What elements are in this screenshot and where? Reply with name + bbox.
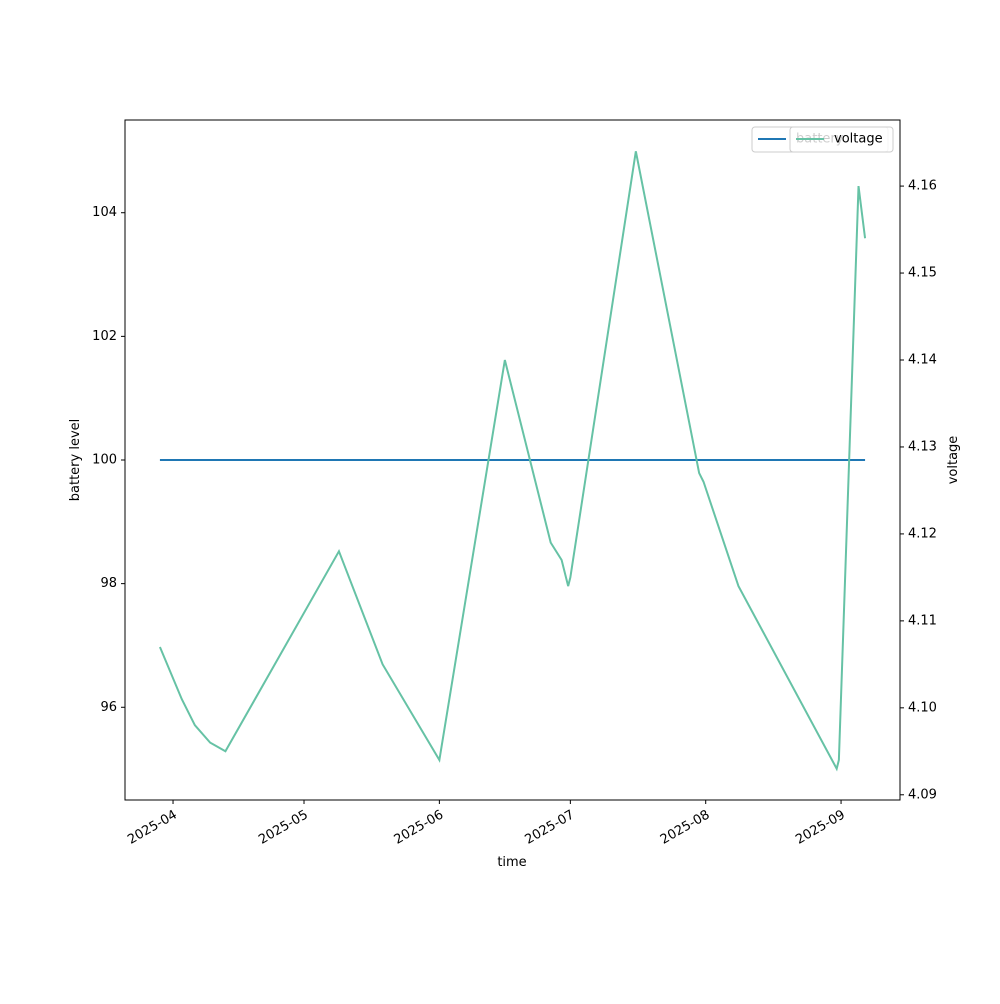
y2-tick-label: 4.15 [908,266,937,281]
y-tick-label: 100 [92,453,117,468]
y-tick-label: 98 [100,576,117,591]
y2-tick-label: 4.09 [908,787,937,802]
x-tick-label: 2025-08 [658,808,713,848]
x-tick-label: 2025-04 [125,808,180,848]
y-tick-label: 104 [92,205,117,220]
legend: voltage [789,126,894,153]
x-tick-label: 2025-07 [523,808,578,848]
x-tick-label: 2025-09 [793,808,848,848]
y2-tick-label: 4.10 [908,700,937,715]
y2-axis-label: voltage [946,436,961,485]
x-axis-label: time [497,855,526,870]
legend-label: voltage [834,132,883,147]
y-tick-label: 102 [92,329,117,344]
x-tick-label: 2025-05 [256,808,311,848]
x-tick-label: 2025-06 [392,808,447,848]
y2-tick-label: 4.11 [908,613,937,628]
y2-tick-label: 4.12 [908,526,937,541]
y2-tick-label: 4.13 [908,439,937,454]
legend-box [789,126,894,153]
y2-tick-label: 4.14 [908,353,937,368]
y-tick-label: 96 [100,700,117,715]
line-series [159,151,867,772]
y-axis-label: battery level [68,419,83,502]
y2-tick-label: 4.16 [908,179,937,194]
